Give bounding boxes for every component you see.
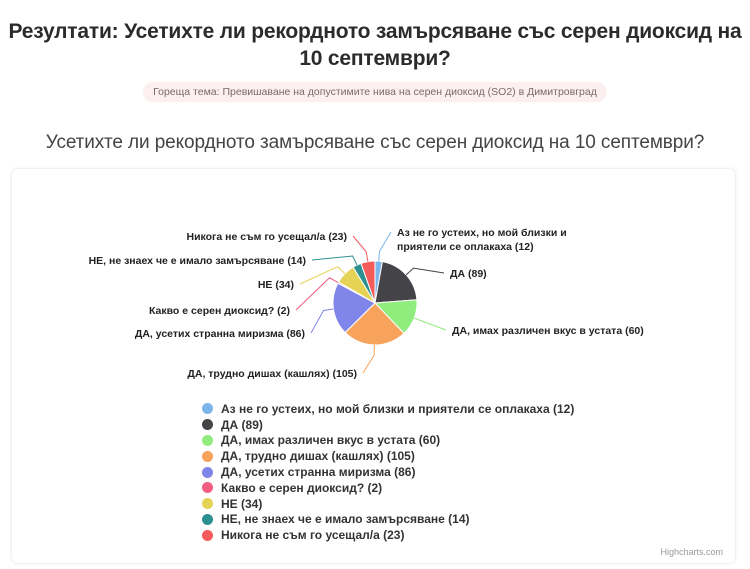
legend-item[interactable]: Аз не го устеих, но мой близки и приятел…	[202, 401, 574, 417]
data-label: НЕ, не знаех че е имало замърсяване (14)	[89, 255, 306, 267]
legend-item[interactable]: ДА, трудно дишах (кашлях) (105)	[202, 448, 574, 464]
connector-line	[299, 266, 346, 285]
data-label: НЕ (34)	[258, 279, 294, 291]
connector-line	[362, 344, 375, 374]
connector-line	[310, 308, 334, 334]
connector-line	[295, 277, 339, 311]
legend-label: ДА, трудно дишах (кашлях) (105)	[221, 449, 415, 464]
data-label: ДА, имах различен вкус в устата (60)	[452, 325, 644, 337]
legend-item[interactable]: Какво е серен диоксид? (2)	[202, 480, 574, 496]
legend-item[interactable]: ДА, усетих странна миризма (86)	[202, 464, 574, 480]
legend-marker-icon	[202, 529, 213, 541]
pie-chart: Аз не го устеих, но мой близки и приятели…	[89, 227, 644, 380]
data-label: ДА (89)	[450, 268, 487, 280]
legend-marker-icon	[202, 513, 213, 525]
connector-line	[311, 255, 358, 266]
legend-marker-icon	[202, 498, 213, 510]
legend-label: ДА (89)	[221, 417, 263, 432]
legend-item[interactable]: НЕ, не знаех че е имало замърсяване (14)	[202, 512, 574, 528]
legend-item[interactable]: Никога не съм го усещал/а (23)	[202, 527, 574, 543]
legend-label: НЕ, не знаех че е имало замърсяване (14)	[221, 512, 470, 527]
hot-topic-chip[interactable]: Гореща тема: Превишаване на допустимите …	[143, 82, 607, 102]
data-label: ДА, трудно дишах (кашлях) (105)	[187, 368, 357, 380]
connector-line	[414, 317, 447, 331]
chart-legend: Аз не го устеих, но мой близки и приятел…	[202, 401, 574, 543]
data-label: ДА, усетих странна миризма (86)	[135, 328, 305, 340]
pie-slice[interactable]	[344, 302, 405, 346]
chart-title: Усетихте ли рекордното замърсяване със с…	[45, 132, 705, 153]
legend-label: НЕ (34)	[221, 496, 263, 511]
chart-card: Аз не го устеих, но мой близки и приятели…	[12, 169, 735, 563]
page-title: Резултати: Усетихте ли рекордното замърс…	[8, 20, 742, 70]
legend-marker-icon	[202, 434, 213, 446]
legend-marker-icon	[202, 482, 213, 494]
legend-marker-icon	[202, 450, 213, 462]
legend-label: Аз не го устеих, но мой близки и приятел…	[221, 401, 575, 416]
legend-label: Какво е серен диоксид? (2)	[221, 480, 383, 495]
legend-item[interactable]: ДА, имах различен вкус в устата (60)	[202, 433, 574, 449]
pie-slice[interactable]	[332, 282, 376, 334]
legend-label: ДА, усетих странна миризма (86)	[221, 465, 416, 480]
highcharts-credits-link[interactable]: Highcharts.com	[660, 547, 723, 557]
connector-line	[405, 267, 445, 276]
legend-item[interactable]: ДА (89)	[202, 417, 574, 433]
legend-marker-icon	[202, 466, 213, 478]
legend-label: Никога не съм го усещал/а (23)	[221, 528, 405, 543]
data-label: Никога не съм го усещал/а (23)	[186, 231, 347, 243]
data-label: Какво е серен диоксид? (2)	[149, 305, 290, 317]
legend-marker-icon	[202, 403, 213, 415]
connector-line	[378, 231, 392, 262]
legend-item[interactable]: НЕ (34)	[202, 496, 574, 512]
data-label: Аз не го устеих, но мой близки и приятели…	[397, 227, 567, 253]
pie-slice[interactable]	[374, 261, 418, 304]
legend-marker-icon	[202, 419, 213, 431]
connector-line	[352, 235, 369, 262]
legend-label: ДА, имах различен вкус в устата (60)	[221, 433, 441, 448]
